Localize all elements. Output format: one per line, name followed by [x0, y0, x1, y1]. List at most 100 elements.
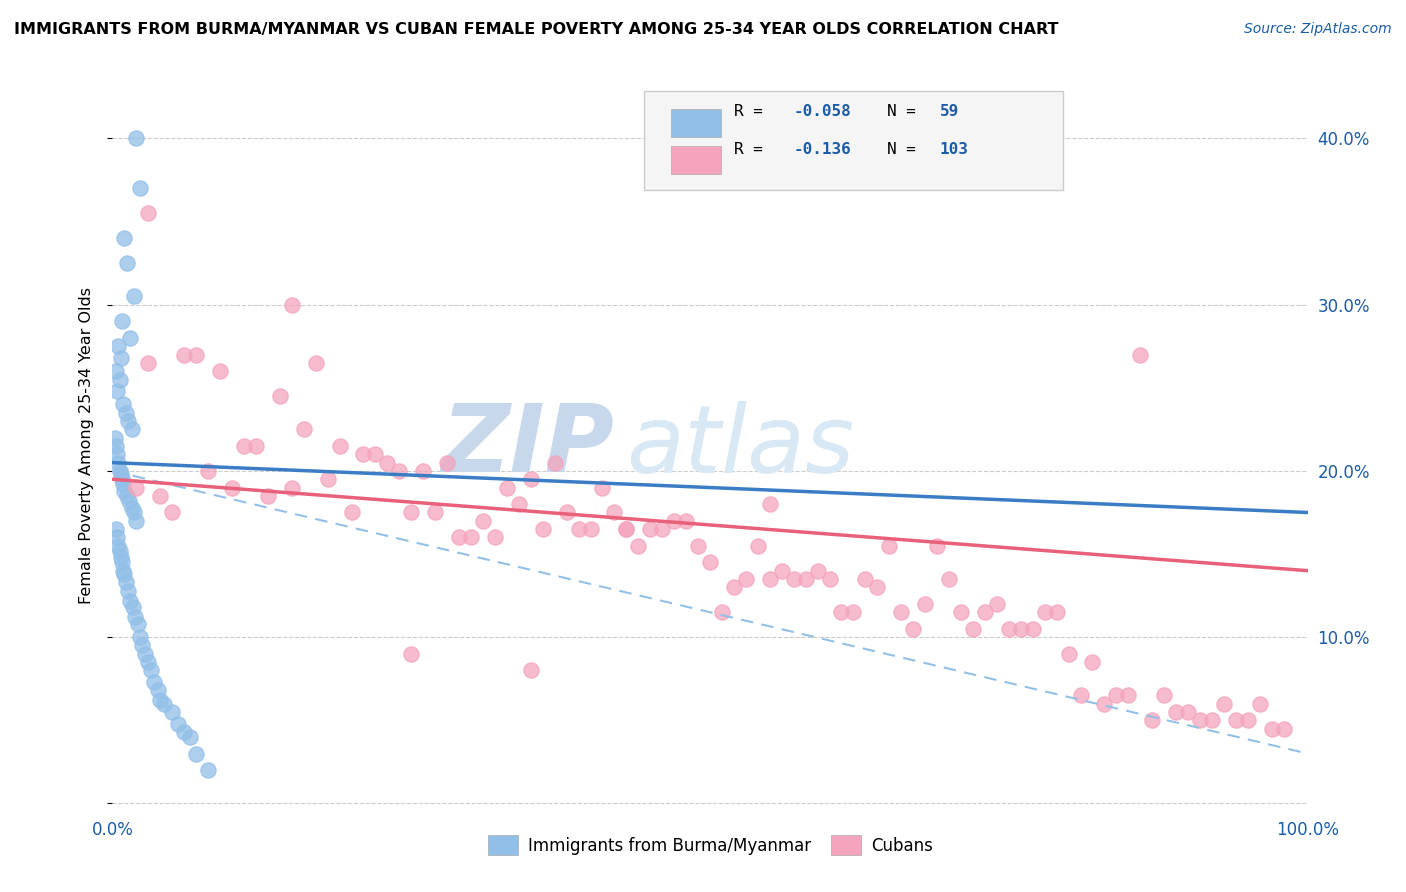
Point	[818, 572, 841, 586]
Point	[139, 664, 162, 678]
Point	[121, 600, 143, 615]
Text: R =: R =	[734, 103, 772, 119]
Point	[120, 331, 142, 345]
Point	[197, 464, 219, 478]
Point	[179, 730, 201, 744]
Point	[866, 580, 889, 594]
Point	[436, 456, 458, 470]
Point	[112, 477, 135, 491]
Point	[114, 406, 136, 420]
Point	[520, 472, 543, 486]
Text: R =: R =	[734, 142, 772, 157]
Point	[138, 356, 160, 370]
Point	[1094, 697, 1116, 711]
Point	[543, 456, 565, 470]
Point	[105, 447, 128, 461]
Point	[377, 456, 399, 470]
Point	[998, 622, 1021, 636]
Point	[1225, 714, 1247, 728]
Point	[105, 522, 128, 536]
Point	[616, 522, 638, 536]
Point	[938, 572, 960, 586]
Text: -0.136: -0.136	[794, 142, 852, 157]
Point	[111, 472, 134, 486]
Point	[603, 506, 626, 520]
Point	[508, 497, 530, 511]
Point	[118, 493, 141, 508]
Point	[112, 564, 135, 578]
Point	[117, 414, 139, 428]
Text: N =: N =	[887, 103, 925, 119]
Point	[129, 630, 152, 644]
Point	[131, 639, 153, 653]
Point	[167, 716, 190, 731]
Point	[114, 567, 135, 582]
Point	[125, 514, 148, 528]
Point	[115, 256, 138, 270]
Point	[107, 456, 129, 470]
Point	[903, 622, 925, 636]
Point	[770, 564, 793, 578]
Text: 59: 59	[939, 103, 959, 119]
Point	[173, 347, 195, 362]
Point	[1118, 689, 1140, 703]
Point	[149, 693, 172, 707]
Point	[759, 572, 782, 586]
Point	[782, 572, 804, 586]
Text: 103: 103	[939, 142, 969, 157]
Text: N =: N =	[887, 142, 925, 157]
Point	[122, 289, 145, 303]
Point	[1237, 714, 1260, 728]
Point	[950, 605, 973, 619]
Point	[412, 464, 434, 478]
Point	[104, 431, 127, 445]
Point	[1201, 714, 1223, 728]
Point	[121, 422, 143, 436]
FancyBboxPatch shape	[671, 146, 721, 174]
Point	[879, 539, 901, 553]
Point	[1142, 714, 1164, 728]
Point	[110, 351, 132, 365]
Point	[197, 763, 219, 777]
Point	[842, 605, 865, 619]
Legend: Immigrants from Burma/Myanmar, Cubans: Immigrants from Burma/Myanmar, Cubans	[481, 829, 939, 862]
Text: atlas: atlas	[627, 401, 855, 491]
Point	[149, 489, 172, 503]
Point	[1177, 705, 1199, 719]
Point	[245, 439, 267, 453]
Point	[447, 530, 470, 544]
Point	[401, 506, 423, 520]
Point	[125, 131, 148, 145]
Point	[616, 522, 638, 536]
Point	[173, 725, 195, 739]
Point	[460, 530, 482, 544]
Point	[114, 575, 136, 590]
Point	[105, 384, 128, 398]
Point	[555, 506, 578, 520]
Point	[1261, 722, 1284, 736]
Point	[723, 580, 745, 594]
Point	[388, 464, 411, 478]
Point	[1105, 689, 1128, 703]
Text: Source: ZipAtlas.com: Source: ZipAtlas.com	[1244, 22, 1392, 37]
Point	[1129, 347, 1152, 362]
Point	[209, 364, 232, 378]
Point	[831, 605, 853, 619]
Point	[1010, 622, 1032, 636]
Point	[962, 622, 984, 636]
Point	[127, 616, 149, 631]
Point	[1022, 622, 1045, 636]
Point	[747, 539, 769, 553]
Point	[688, 539, 710, 553]
Point	[794, 572, 817, 586]
Point	[108, 464, 131, 478]
FancyBboxPatch shape	[644, 91, 1063, 190]
Point	[1057, 647, 1080, 661]
Point	[340, 506, 363, 520]
Point	[364, 447, 387, 461]
Text: ZIP: ZIP	[441, 400, 614, 492]
Point	[305, 356, 328, 370]
Point	[1081, 655, 1104, 669]
Point	[1189, 714, 1212, 728]
Point	[162, 506, 183, 520]
